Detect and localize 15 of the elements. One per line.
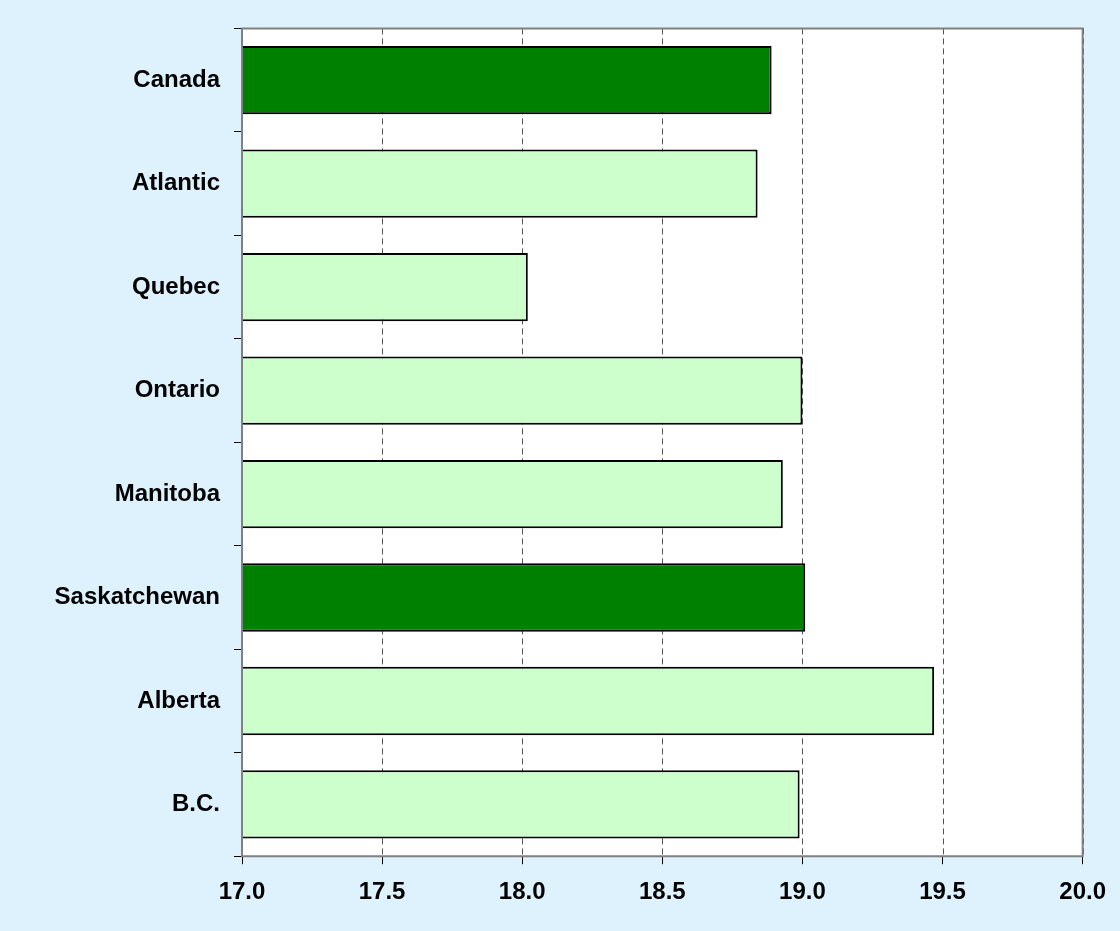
x-tick-label: 20.0 xyxy=(1059,877,1106,905)
y-tick-label: Canada xyxy=(133,64,221,92)
x-tick-label: 19.5 xyxy=(919,877,966,905)
x-tick-label: 17.5 xyxy=(358,877,406,905)
x-tick-label: 17.0 xyxy=(218,877,266,905)
x-tick-label: 18.5 xyxy=(638,877,686,905)
y-tick-label: Quebec xyxy=(131,271,220,299)
y-tick-label: Saskatchewan xyxy=(54,582,220,610)
y-tick-label: Atlantic xyxy=(131,168,220,196)
x-tick-label: 19.0 xyxy=(779,877,826,905)
y-tick-label: Manitoba xyxy=(114,478,221,506)
y-tick-label: Alberta xyxy=(137,685,221,713)
y-tick-label: B.C. xyxy=(172,789,220,817)
y-tick-label: Ontario xyxy=(134,375,220,403)
x-tick-label: 18.0 xyxy=(498,877,546,905)
